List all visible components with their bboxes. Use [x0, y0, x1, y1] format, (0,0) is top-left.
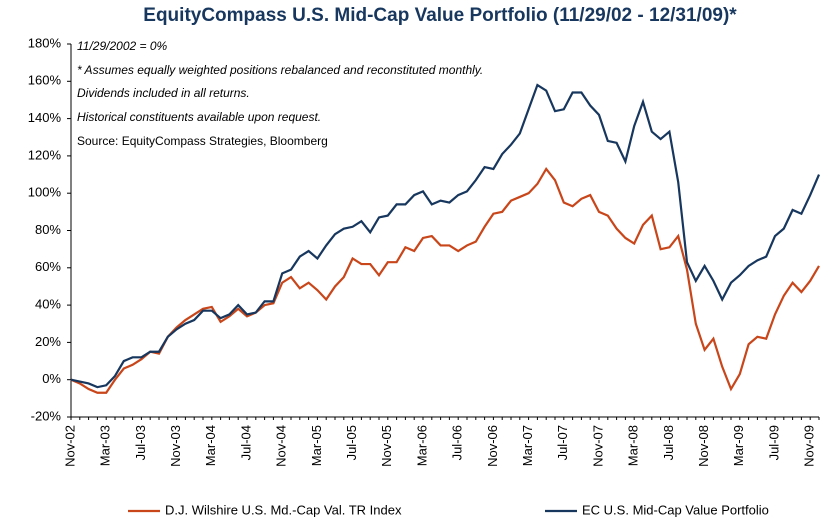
y-tick-label: 0% — [42, 371, 61, 386]
x-tick-label: Jul-06 — [450, 425, 465, 460]
x-tick-label: Mar-07 — [520, 425, 535, 466]
annotation: * Assumes equally weighted positions reb… — [77, 63, 483, 77]
x-tick-label: Nov-07 — [590, 425, 605, 467]
y-tick-label: 100% — [28, 185, 62, 200]
legend-label: D.J. Wilshire U.S. Md.-Cap Val. TR Index — [165, 502, 402, 517]
y-tick-label: 40% — [35, 297, 61, 312]
x-tick-label: Nov-09 — [802, 425, 817, 467]
chart-title: EquityCompass U.S. Mid-Cap Value Portfol… — [143, 5, 737, 26]
x-tick-label: Jul-07 — [555, 425, 570, 460]
x-tick-label: Nov-05 — [379, 425, 394, 467]
y-tick-label: 160% — [28, 73, 62, 88]
x-tick-label: Mar-03 — [98, 425, 113, 466]
y-tick-label: 20% — [35, 334, 61, 349]
x-tick-label: Jul-03 — [133, 425, 148, 460]
annotation: Dividends included in all returns. — [77, 86, 250, 100]
x-tick-label: Mar-05 — [309, 425, 324, 466]
y-tick-label: 180% — [28, 35, 62, 50]
x-tick-label: Jul-04 — [238, 425, 253, 460]
legend-label: EC U.S. Mid-Cap Value Portfolio — [582, 502, 769, 517]
x-tick-label: Jul-05 — [344, 425, 359, 460]
x-tick-label: Mar-09 — [731, 425, 746, 466]
y-tick-label: -20% — [31, 408, 62, 423]
x-tick-label: Jul-09 — [766, 425, 781, 460]
y-tick-label: 80% — [35, 222, 61, 237]
annotation: Source: EquityCompass Strategies, Bloomb… — [77, 134, 328, 148]
x-tick-label: Nov-02 — [62, 425, 77, 467]
x-tick-label: Mar-04 — [203, 425, 218, 466]
x-tick-label: Jul-08 — [661, 425, 676, 460]
series-line — [70, 83, 821, 389]
x-tick-label: Mar-08 — [626, 425, 641, 466]
annotation: 11/29/2002 = 0% — [77, 39, 168, 53]
y-tick-label: 120% — [28, 147, 62, 162]
annotation: Historical constituents available upon r… — [77, 110, 321, 124]
x-tick-label: Nov-06 — [485, 425, 500, 467]
series-line — [70, 167, 820, 394]
y-tick-label: 140% — [28, 110, 62, 125]
y-tick-label: 60% — [35, 259, 61, 274]
x-tick-label: Mar-06 — [414, 425, 429, 466]
x-tick-label: Nov-08 — [696, 425, 711, 467]
x-tick-label: Nov-04 — [274, 425, 289, 467]
x-tick-label: Nov-03 — [168, 425, 183, 467]
